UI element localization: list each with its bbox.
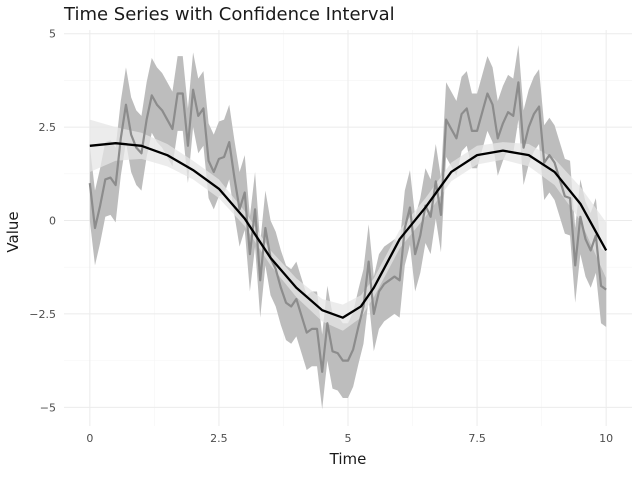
x-tick-label: 7.5 [468,432,486,445]
x-axis-title: Time [329,450,367,468]
x-tick-label: 5 [345,432,352,445]
series-lines [88,81,608,373]
x-tick-label: 2.5 [210,432,228,445]
chart-title: Time Series with Confidence Interval [63,4,395,25]
x-tick-labels: 0 2.5 5 7.5 10 [86,432,613,445]
x-tick-label: 0 [86,432,93,445]
y-tick-label: 5 [49,28,56,41]
smoothed-confidence-band [89,119,607,331]
x-tick-label: 10 [599,432,613,445]
y-tick-labels: −5 −2.5 0 2.5 5 [29,28,56,415]
y-tick-label: −5 [40,401,56,414]
y-tick-label: −2.5 [29,308,56,321]
y-axis-title: Value [4,211,22,252]
observed-confidence-band [89,44,607,410]
observed-series-line [88,81,607,373]
y-tick-label: 0 [49,215,56,228]
smoothed-trend-line [89,142,608,319]
confidence-bands [89,44,607,410]
y-tick-label: 2.5 [39,121,57,134]
